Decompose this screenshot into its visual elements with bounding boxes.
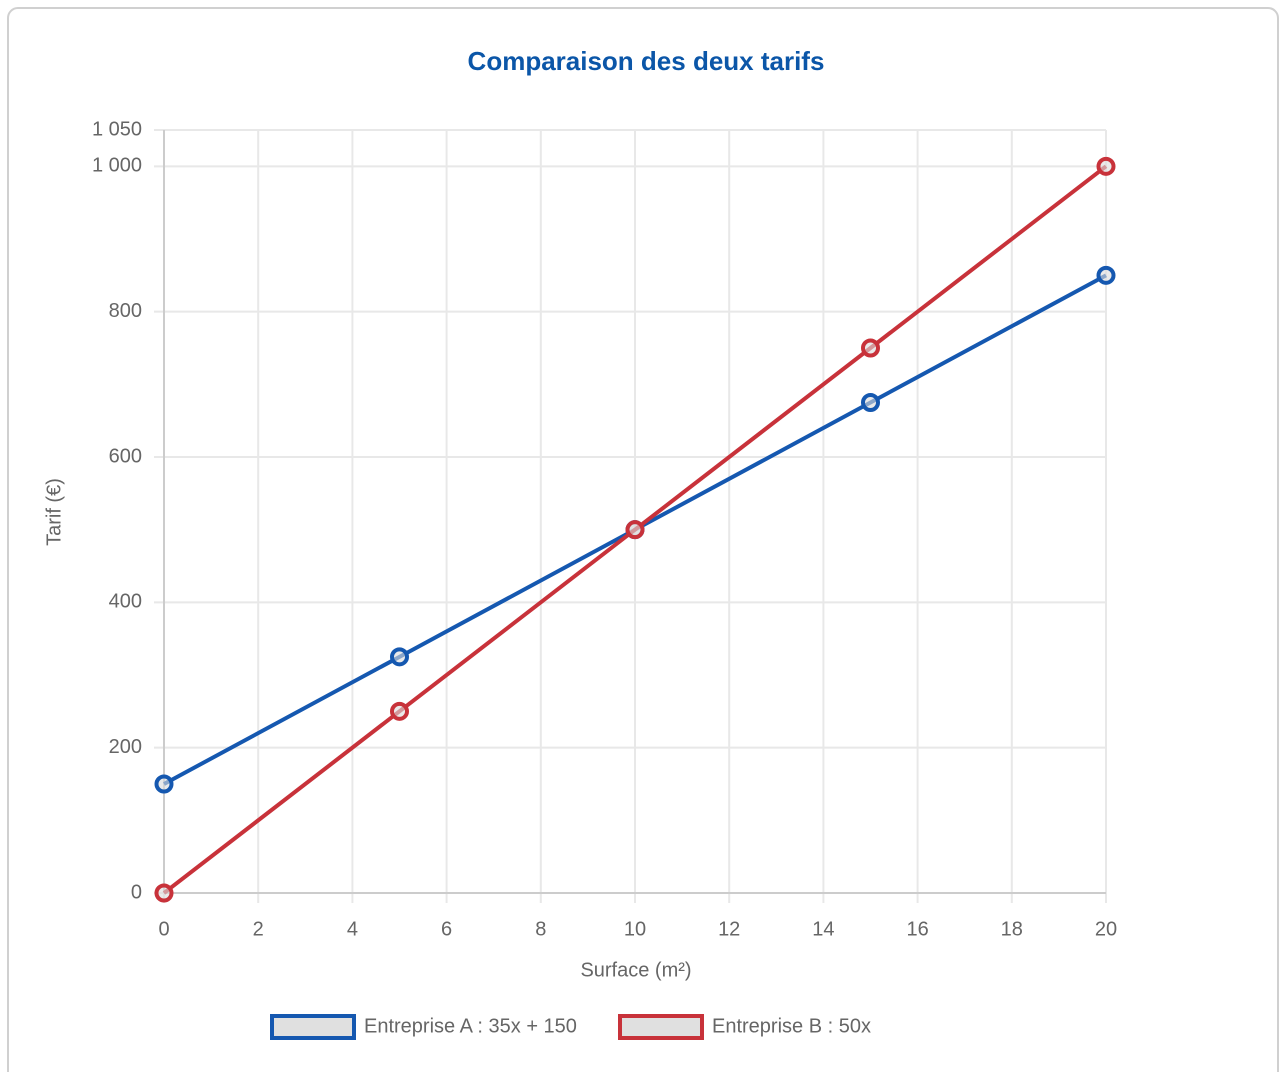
y-tick-label: 1 050 [92,118,142,140]
x-tick-label: 4 [347,918,358,940]
y-tick-label: 600 [109,445,142,467]
data-point [1096,156,1116,176]
x-tick-label: 10 [624,918,646,940]
legend-label: Entreprise B : 50x [712,1015,871,1037]
y-tick-label: 400 [109,591,142,613]
x-tick-label: 18 [1001,918,1023,940]
data-point [625,520,645,540]
x-tick-label: 6 [441,918,452,940]
data-point [1096,265,1116,285]
x-tick-label: 20 [1095,918,1117,940]
x-tick-label: 12 [718,918,740,940]
x-tick-label: 16 [906,918,928,940]
x-tick-label: 14 [812,918,834,940]
data-point [390,647,409,667]
legend-label: Entreprise A : 35x + 150 [364,1015,577,1037]
y-tick-label: 200 [109,736,142,758]
data-point [154,774,174,794]
data-point [861,393,880,412]
data-point [390,701,409,721]
y-axis-label: Tarif (€) [43,478,65,546]
x-axis-label: Surface (m²) [580,959,691,981]
x-tick-label: 2 [253,918,264,940]
y-tick-label: 0 [131,881,142,903]
chart-title: Comparaison des deux tarifs [468,46,825,76]
y-tick-label: 800 [109,300,142,322]
legend-swatch [270,1014,356,1040]
y-tick-label: 1 000 [92,155,142,177]
data-point [861,338,880,358]
x-tick-label: 8 [535,918,546,940]
x-tick-label: 0 [158,918,169,940]
card [7,7,1279,1072]
legend-swatch [618,1014,704,1040]
data-point [154,883,174,903]
